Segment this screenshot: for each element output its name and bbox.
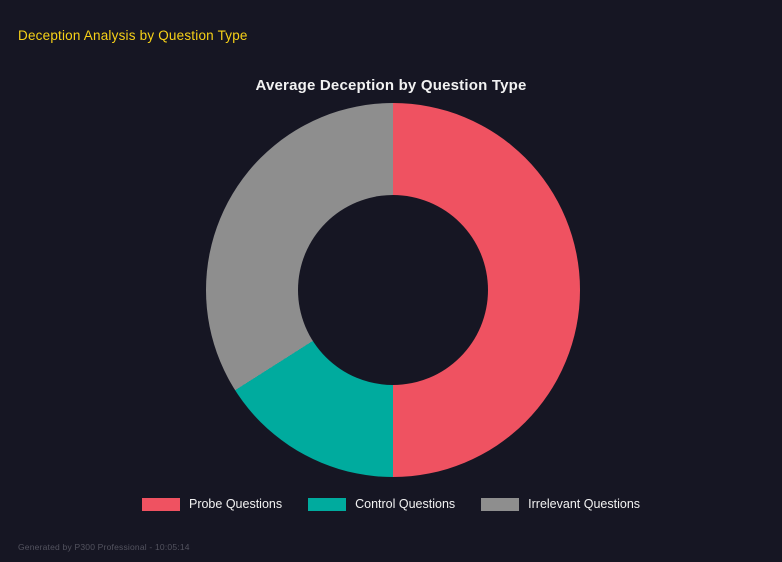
legend-swatch	[308, 497, 347, 511]
legend-swatch	[481, 497, 520, 511]
donut-chart[interactable]	[206, 103, 580, 477]
legend-item-probe[interactable]: Probe Questions	[141, 497, 283, 511]
chart-panel: Average Deception by Question Type Probe…	[0, 60, 782, 530]
page-title: Deception Analysis by Question Type	[18, 28, 248, 43]
footer-text: Generated by P300 Professional - 10:05:1…	[18, 542, 190, 552]
legend-item-control[interactable]: Control Questions	[308, 497, 455, 511]
chart-title: Average Deception by Question Type	[255, 77, 527, 94]
chart-legend: Probe Questions Control Questions Irrele…	[0, 497, 782, 511]
legend-swatch	[141, 497, 180, 511]
legend-label: Control Questions	[355, 497, 456, 511]
legend-item-irrelevant[interactable]: Irrelevant Questions	[481, 497, 640, 511]
donut-hole	[298, 195, 488, 385]
legend-label: Probe Questions	[188, 497, 283, 511]
legend-label: Irrelevant Questions	[528, 497, 641, 511]
